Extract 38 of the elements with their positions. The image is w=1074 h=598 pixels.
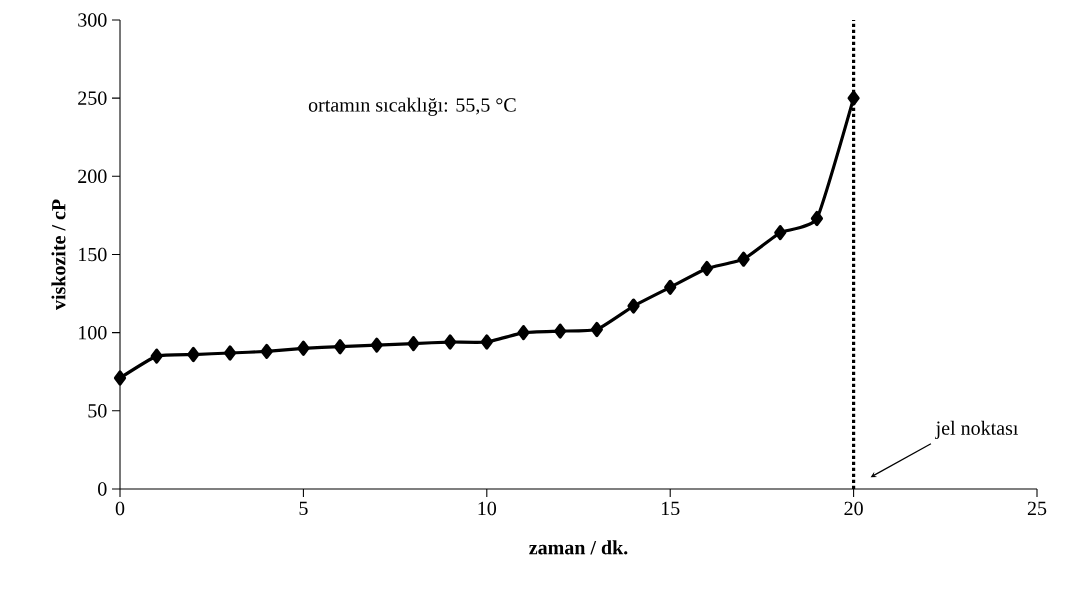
point bbox=[700, 260, 713, 277]
x-tick-label: 20 bbox=[844, 501, 863, 516]
y-tick-label: 300 bbox=[78, 13, 107, 27]
y-tick-label: 150 bbox=[79, 247, 107, 262]
x-tick-label: 10 bbox=[478, 501, 497, 516]
point bbox=[627, 298, 640, 314]
x-tick-label: 0 bbox=[115, 501, 125, 516]
point bbox=[847, 90, 860, 106]
x-tick-label: 5 bbox=[299, 501, 308, 515]
point bbox=[664, 279, 677, 295]
point bbox=[444, 334, 457, 350]
y-axis-title: viskozite / cP bbox=[51, 199, 66, 311]
annotation: ortamın sıcaklığı: 55,5 °C bbox=[308, 97, 516, 116]
point bbox=[517, 325, 530, 341]
point bbox=[260, 343, 273, 360]
point bbox=[554, 323, 567, 339]
ref-line-label: jel noktası bbox=[935, 420, 1019, 439]
y-tick-label: 100 bbox=[79, 325, 107, 340]
point bbox=[333, 339, 347, 355]
point bbox=[407, 336, 420, 352]
y-tick-label: 200 bbox=[78, 169, 107, 184]
point bbox=[223, 345, 237, 361]
x-tick-label: 15 bbox=[661, 501, 680, 516]
point bbox=[113, 370, 127, 386]
point bbox=[810, 210, 824, 227]
point bbox=[480, 334, 493, 350]
point bbox=[150, 348, 163, 364]
y-tick-label: 0 bbox=[98, 482, 107, 496]
point bbox=[737, 251, 750, 267]
x-tick-label: 25 bbox=[1027, 501, 1047, 516]
point bbox=[187, 346, 200, 363]
point bbox=[297, 340, 310, 356]
x-axis-title: zaman / dk. bbox=[529, 540, 628, 555]
y-tick-label: 50 bbox=[88, 404, 107, 418]
y-tick-label: 250 bbox=[78, 91, 107, 105]
point bbox=[590, 321, 603, 338]
point bbox=[370, 337, 383, 353]
point bbox=[774, 225, 787, 241]
